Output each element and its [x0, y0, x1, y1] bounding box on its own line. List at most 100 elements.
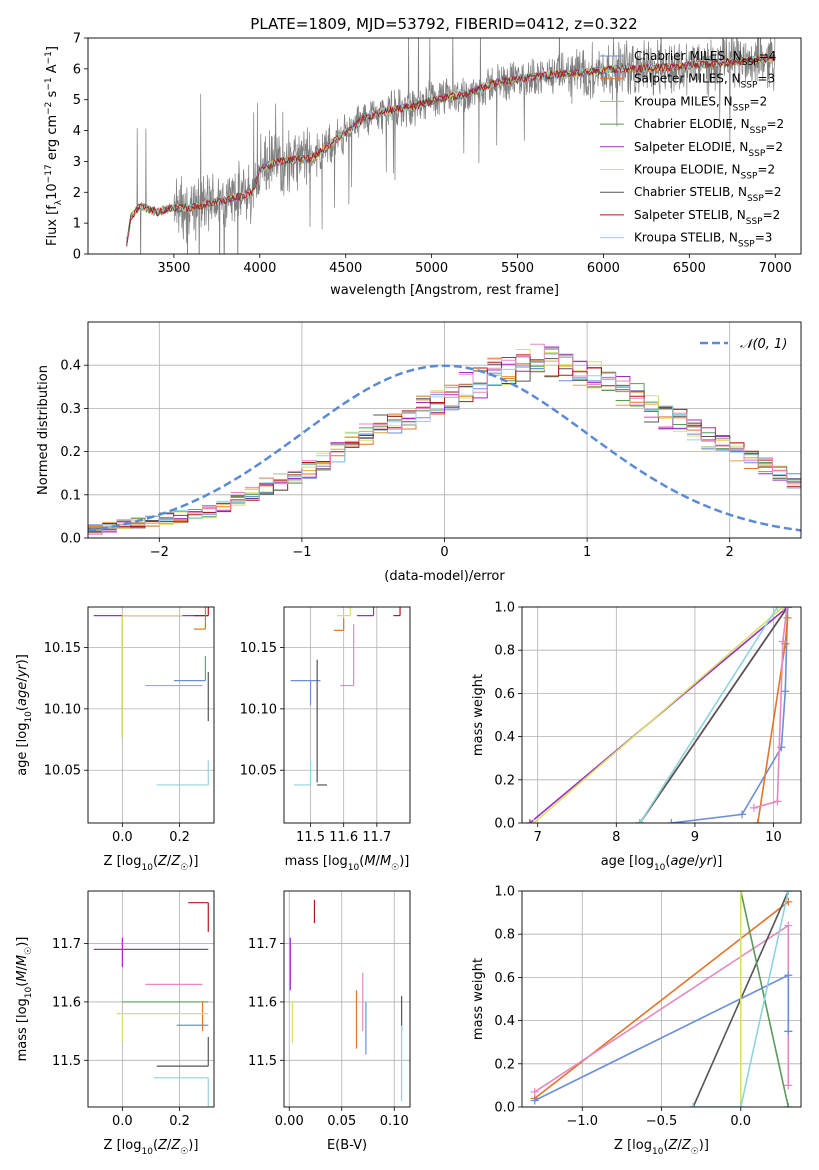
legend-entry: Salpeter MILES, NSSP=3: [634, 72, 775, 91]
x-tick-label: 0: [440, 545, 448, 560]
x-tick-label: 6000: [587, 261, 620, 276]
y-tick-label: 10.05: [240, 764, 277, 779]
weight-marker: [781, 687, 790, 696]
weight-marker: [530, 1087, 539, 1096]
y-tick-label: 6: [73, 62, 81, 77]
x-tick-label: 5000: [415, 261, 448, 276]
weight-marker: [529, 819, 538, 823]
x-tick-label: 2: [726, 545, 734, 560]
weight-marker: [667, 819, 676, 823]
y-tick-label: 0.6: [494, 971, 515, 986]
weight-marker: [784, 971, 793, 980]
x-tick-label: 8: [612, 830, 620, 845]
x-tick-label: −1: [292, 545, 311, 560]
y-tick-label: 10.10: [240, 702, 277, 717]
weight-line: [671, 607, 789, 823]
axes-frame: [87, 321, 802, 539]
histogram-series: [88, 354, 801, 533]
weight-marker: [784, 1081, 793, 1090]
y-axis-label: mass weight: [471, 958, 486, 1040]
y-tick-label: 0.4: [494, 1014, 515, 1029]
x-tick-label: 11.7: [362, 830, 391, 845]
y-tick-label: 7: [73, 32, 81, 47]
legend-entry: Chabrier STELIB, NSSP=2: [634, 185, 782, 204]
y-tick-label: 11.5: [52, 1054, 81, 1069]
weight-marker: [784, 1027, 793, 1036]
y-tick-label: 2: [73, 186, 81, 201]
y-tick-label: 10.10: [44, 702, 81, 717]
panel-age-vs-mass: 11.5 11.6 11.7 10.05 10.10 10.15 mass [log10(M…: [240, 606, 411, 873]
x-tick-label: 5500: [501, 261, 534, 276]
legend-entry: Kroupa MILES, NSSP=2: [634, 94, 767, 113]
weight-marker: [753, 819, 762, 823]
weight-marker: [784, 921, 793, 930]
x-tick-label: 0.0: [730, 1114, 751, 1129]
weight-marker: [773, 607, 782, 611]
histogram-series: [88, 343, 801, 535]
y-tick-label: 0.6: [494, 687, 515, 702]
y-tick-label: 0.3: [60, 402, 81, 417]
axes-frame: [87, 37, 802, 255]
x-axis-label: Z [log10(Z/Z☉)]: [614, 1138, 709, 1157]
y-tick-label: 0.8: [494, 928, 515, 943]
x-tick-label: −1.0: [566, 1114, 598, 1129]
x-tick-label: 0.05: [327, 1114, 356, 1129]
legend-entry: Salpeter STELIB, NSSP=2: [634, 208, 780, 227]
plot-area: [93, 607, 209, 786]
x-tick-label: 7000: [759, 261, 792, 276]
y-tick-label: 10.05: [44, 764, 81, 779]
x-tick-label: 4000: [243, 261, 276, 276]
weight-marker: [736, 1103, 745, 1107]
y-axis-label: Flux [fλ10−17 erg cm−2 s−1 A−1]: [44, 46, 64, 246]
y-tick-label: 3: [73, 155, 81, 170]
weight-marker: [778, 637, 787, 646]
x-tick-label: 0.2: [169, 1114, 190, 1129]
y-tick-label: 5: [73, 93, 81, 108]
y-tick-label: 4: [73, 124, 81, 139]
model-spectrum-line: [126, 54, 776, 247]
y-tick-label: 11.5: [248, 1054, 277, 1069]
legend-entry: Chabrier ELODIE, NSSP=2: [634, 117, 784, 136]
histogram-series: [88, 347, 801, 529]
x-tick-label: 0.00: [275, 1114, 304, 1129]
weight-marker: [783, 607, 792, 611]
x-tick-label: 0.10: [380, 1114, 409, 1129]
plot-area: [289, 899, 403, 1102]
panel-weight-vs-age: 7 8 9 10 0.0 0.2 0.4 0.6 0.8 1.0 age [log10(age/yr…: [471, 601, 802, 873]
histogram-series: [88, 346, 801, 532]
y-tick-label: 11.6: [248, 995, 277, 1010]
figure-title: PLATE=1809, MJD=53792, FIBERID=0412, z=0…: [250, 15, 637, 33]
weight-marker: [689, 1103, 698, 1107]
weight-marker: [736, 891, 745, 895]
weight-marker: [635, 819, 644, 823]
legend-entry: Salpeter ELODIE, NSSP=2: [634, 140, 783, 159]
panel-age-vs-Z: 0.0 0.2 10.05 10.10 10.15 Z [log10(Z/Z☉)] age …: [15, 606, 215, 873]
y-tick-label: 11.7: [248, 937, 277, 952]
panel-mass-vs-EBV: 0.00 0.05 0.10 11.5 11.6 11.7 E(B-V): [248, 890, 411, 1153]
x-axis-label: E(B-V): [327, 1138, 367, 1153]
y-axis-label: mass weight: [471, 674, 486, 756]
x-axis-label: Z [log10(Z/Z☉)]: [104, 854, 199, 873]
x-tick-label: 11.6: [329, 830, 358, 845]
y-tick-label: 1.0: [494, 885, 515, 900]
panel-spectrum: 3500 4000 4500 5000 5500 6000 6500 7000 0 1 2 3 4 5 6 7…: [44, 32, 802, 298]
y-axis-label: Normed distribution: [36, 365, 51, 495]
weight-marker: [784, 1103, 793, 1107]
axes-frame: [87, 606, 215, 824]
x-tick-label: −2: [150, 545, 169, 560]
y-axis-label: mass [log10(M/M☉)]: [15, 937, 34, 1062]
weight-line: [639, 607, 779, 823]
weight-marker: [738, 810, 747, 819]
y-tick-label: 0.2: [494, 1057, 515, 1072]
panel-mass-vs-Z: 0.0 0.2 11.5 11.6 11.7 Z [log10(Z/Z☉)] mass [l…: [15, 890, 215, 1157]
x-axis-label: mass [log10(M/M☉)]: [285, 854, 410, 873]
y-tick-label: 0.0: [494, 817, 515, 832]
y-tick-label: 1.0: [494, 601, 515, 616]
y-tick-label: 0.2: [494, 773, 515, 788]
normal-curve: [88, 364, 801, 532]
x-tick-label: 7: [534, 830, 542, 845]
weight-marker: [782, 607, 791, 611]
x-axis-label: (data-model)/error: [384, 569, 505, 584]
plot-area: [530, 891, 793, 1107]
